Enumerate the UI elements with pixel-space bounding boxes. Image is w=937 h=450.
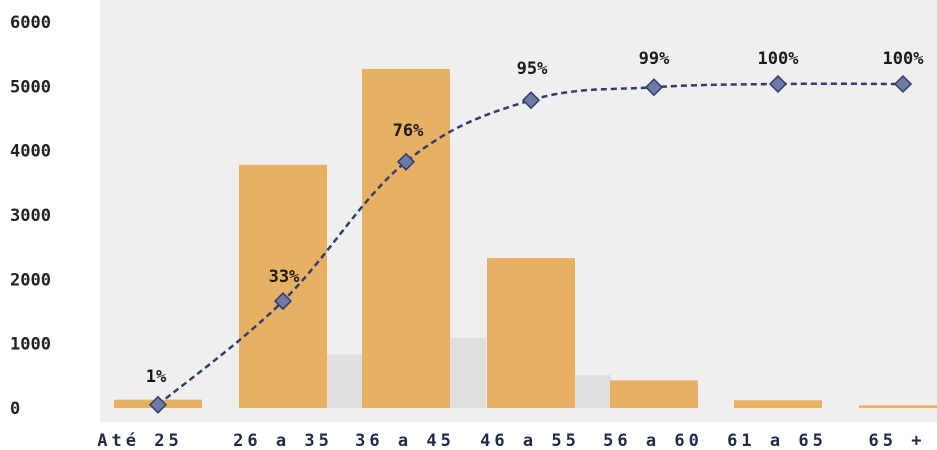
cumulative-percent-label: 100% — [758, 49, 800, 69]
x-tick-label: 56 a 60 — [603, 431, 703, 450]
x-tick-label: 26 a 35 — [233, 431, 333, 450]
x-tick-label: 46 a 55 — [480, 431, 580, 450]
x-axis-ticks: Até 25 26 a 35 36 a 45 46 a 55 56 a 60 61 a 6… — [97, 431, 925, 450]
cumulative-percent-label: 1% — [146, 367, 167, 387]
bar-shadow — [446, 338, 486, 408]
y-tick-label: 0 — [10, 399, 20, 419]
y-tick-label: 4000 — [10, 142, 51, 162]
bar-shadow — [571, 375, 611, 408]
cumulative-percent-label: 100% — [883, 49, 925, 69]
bar-shadow — [323, 355, 363, 408]
y-axis-ticks: 0 1000 2000 3000 4000 5000 6000 — [10, 13, 51, 419]
cumulative-percent-label: 99% — [639, 49, 670, 69]
x-tick-label: Até 25 — [97, 431, 182, 450]
bar — [362, 69, 450, 408]
cumulative-percent-label: 76% — [393, 121, 424, 141]
y-tick-label: 1000 — [10, 335, 51, 355]
y-tick-label: 6000 — [10, 13, 51, 33]
bar — [859, 405, 937, 408]
x-tick-label: 36 a 45 — [355, 431, 455, 450]
x-tick-label: 65 + — [869, 431, 926, 450]
y-tick-label: 5000 — [10, 77, 51, 97]
y-tick-label: 2000 — [10, 270, 51, 290]
bar — [610, 380, 698, 408]
bar — [487, 258, 575, 408]
cumulative-percent-label: 95% — [517, 59, 548, 79]
x-tick-label: 61 a 65 — [727, 431, 827, 450]
y-tick-label: 3000 — [10, 206, 51, 226]
cumulative-percent-label: 33% — [269, 267, 300, 287]
bar — [734, 400, 822, 408]
